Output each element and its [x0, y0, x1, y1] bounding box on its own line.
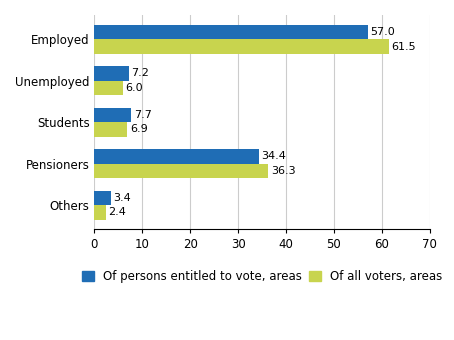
Text: 3.4: 3.4 [113, 193, 131, 203]
Text: 7.2: 7.2 [131, 68, 149, 79]
Bar [94, 25, 368, 39]
Bar [94, 164, 268, 178]
Bar [94, 66, 129, 81]
Text: 6.9: 6.9 [130, 124, 148, 134]
Bar [94, 191, 111, 205]
Bar [94, 81, 123, 95]
Bar [94, 108, 131, 122]
Text: 57.0: 57.0 [370, 27, 395, 37]
Text: 34.4: 34.4 [262, 151, 286, 162]
Text: 61.5: 61.5 [391, 41, 416, 52]
Bar [94, 39, 389, 54]
Text: 7.7: 7.7 [133, 110, 152, 120]
Bar [94, 149, 259, 164]
Bar [94, 122, 128, 137]
Text: 6.0: 6.0 [125, 83, 143, 93]
Text: 2.4: 2.4 [108, 207, 126, 217]
Legend: Of persons entitled to vote, areas, Of all voters, areas: Of persons entitled to vote, areas, Of a… [77, 265, 447, 288]
Text: 36.3: 36.3 [271, 166, 296, 176]
Bar [94, 205, 106, 220]
